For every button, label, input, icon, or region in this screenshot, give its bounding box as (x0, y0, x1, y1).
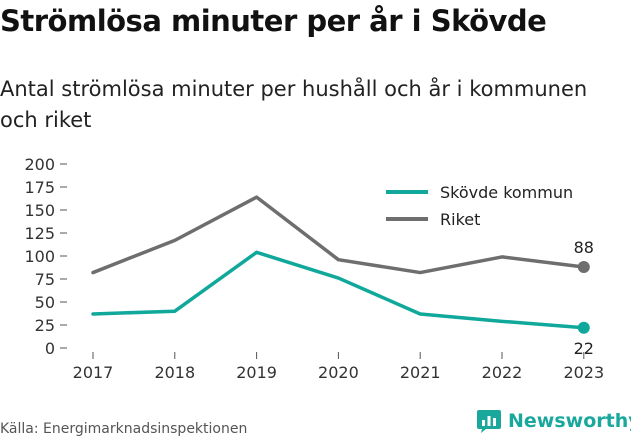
y-tick-label: 200 (24, 155, 55, 174)
y-tick-label: 100 (24, 247, 55, 266)
brand-name: Newsworthy (508, 410, 631, 432)
x-tick-label: 2019 (236, 363, 277, 382)
chart-title: Strömlösa minuter per år i Skövde (0, 4, 547, 38)
x-tick-label: 2021 (400, 363, 441, 382)
x-tick-label: 2020 (318, 363, 359, 382)
series-lines: 88 22 (91, 195, 594, 358)
series-end-label: 22 (574, 339, 594, 358)
source-note: Källa: Energimarknadsinspektionen (0, 421, 248, 437)
y-tick-label: 0 (45, 339, 55, 358)
series-end-point (577, 321, 590, 334)
chart-subtitle: Antal strömlösa minuter per hushåll och … (0, 77, 588, 132)
x-tick-label: 2018 (154, 363, 195, 382)
y-axis: 0 25 50 75 100 125 150 175 200 (24, 155, 67, 358)
series-line (91, 195, 586, 275)
series-end-point (577, 261, 590, 274)
x-tick-label: 2022 (482, 363, 523, 382)
y-tick-label: 175 (24, 178, 55, 197)
x-axis: 2017 2018 2019 2020 2021 2022 2023 (73, 352, 604, 382)
x-tick-label: 2017 (73, 363, 114, 382)
y-tick-label: 150 (24, 201, 55, 220)
legend-label: Riket (440, 210, 480, 229)
y-tick-label: 50 (35, 293, 55, 312)
legend: Skövde kommun Riket (380, 176, 598, 236)
x-tick-label: 2023 (563, 363, 604, 382)
y-tick-label: 75 (35, 270, 55, 289)
y-tick-label: 125 (24, 224, 55, 243)
legend-label: Skövde kommun (440, 183, 573, 202)
newsworthy-chart-icon (477, 410, 501, 433)
brand-logo: Newsworthy (476, 408, 631, 434)
legend-background (380, 176, 598, 236)
y-tick-label: 25 (35, 316, 55, 335)
series-line (91, 250, 586, 330)
series-end-label: 88 (574, 238, 594, 257)
